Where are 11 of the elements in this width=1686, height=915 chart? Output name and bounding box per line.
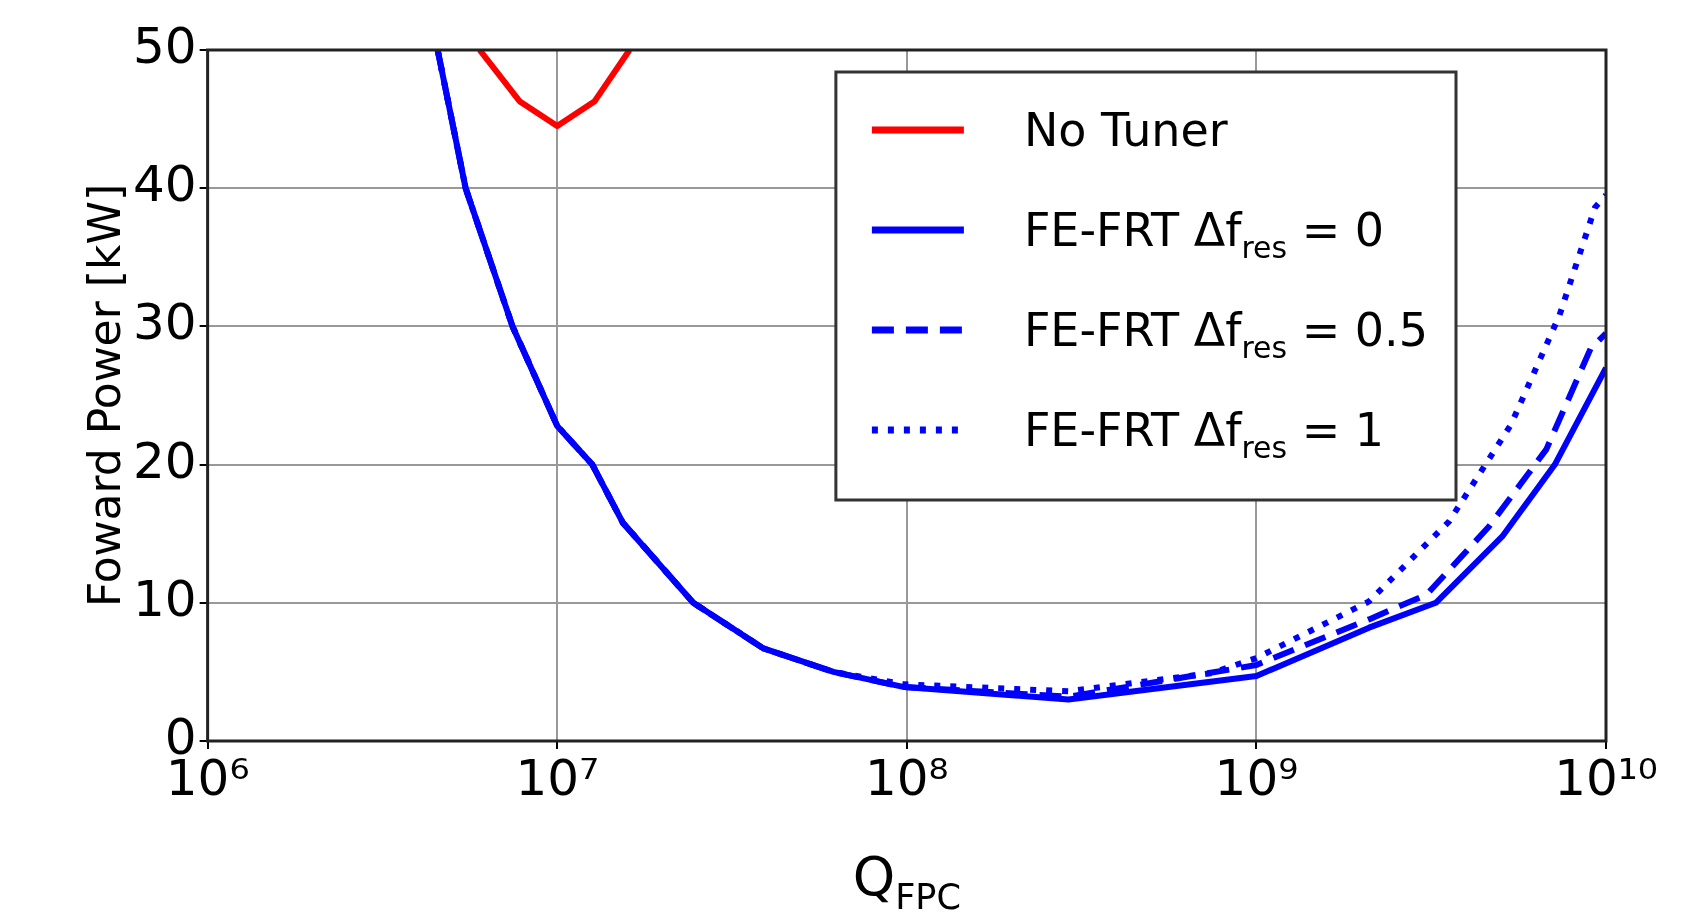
- y-tick-label: 20: [133, 431, 197, 490]
- x-tick-label: 10⁷: [515, 748, 600, 807]
- x-tick-label: 10⁹: [1214, 748, 1299, 807]
- y-tick-label: 30: [133, 293, 197, 352]
- y-tick-label: 10: [133, 569, 197, 628]
- legend-label: No Tuner: [1023, 103, 1228, 157]
- x-tick-label: 10⁸: [864, 748, 949, 807]
- y-tick-label: 50: [133, 16, 197, 75]
- x-tick-label: 10¹⁰: [1554, 748, 1658, 807]
- y-axis-title: Foward Power [kW]: [79, 183, 130, 608]
- y-tick-label: 40: [133, 155, 197, 214]
